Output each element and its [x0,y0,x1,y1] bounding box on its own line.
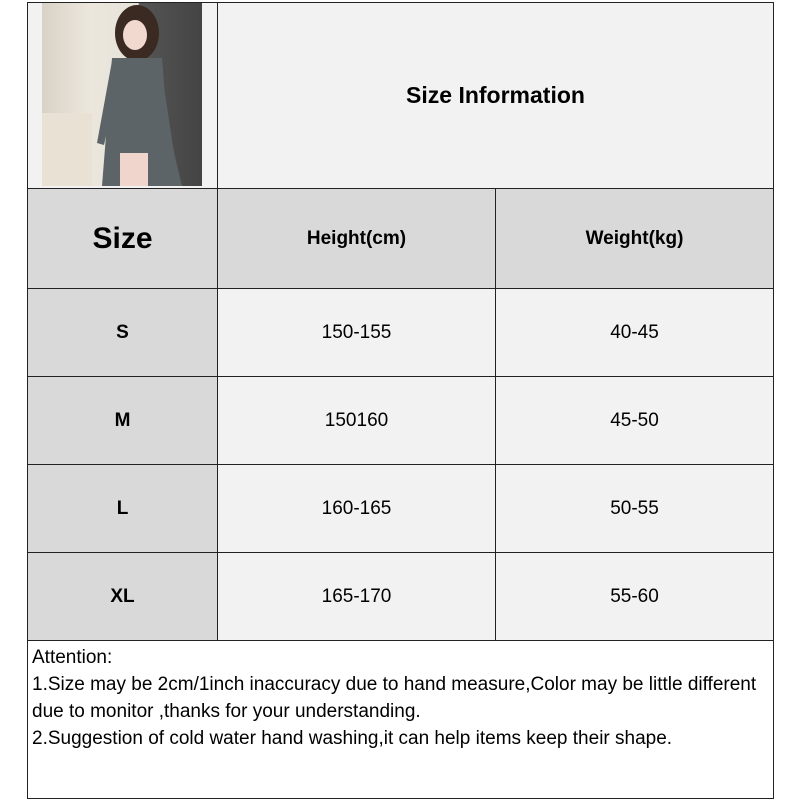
height-value: 150160 [324,409,389,431]
height-value: 165-170 [321,585,392,607]
size-label: M [114,409,131,431]
table-row-height: 165-170 [217,552,496,641]
size-label: S [116,321,129,343]
weight-value: 55-60 [610,585,659,607]
header-size-label: Size [92,221,153,255]
table-row-size: M [27,376,218,465]
size-label: L [116,497,129,519]
weight-value: 45-50 [610,409,659,431]
table-row-weight: 50-55 [495,464,774,553]
note-2: 2.Suggestion of cold water hand washing,… [32,728,673,749]
model-figure-image [42,5,182,186]
note-1: 1.Size may be 2cm/1inch inaccuracy due t… [32,674,757,722]
table-row-size: XL [27,552,218,641]
product-photo [42,3,202,186]
table-row-height: 150160 [217,376,496,465]
notes-heading: Attention: [32,647,113,668]
header-height: Height(cm) [217,188,496,289]
table-row-weight: 45-50 [495,376,774,465]
weight-value: 40-45 [610,321,659,343]
attention-notes: Attention: 1.Size may be 2cm/1inch inacc… [27,640,774,799]
header-size: Size [27,188,218,289]
height-value: 160-165 [321,497,392,519]
page-title: Size Information [406,82,585,108]
table-row-height: 160-165 [217,464,496,553]
weight-value: 50-55 [610,497,659,519]
table-row-size: S [27,288,218,377]
size-label: XL [110,585,135,607]
table-row-weight: 40-45 [495,288,774,377]
table-row-height: 150-155 [217,288,496,377]
height-value: 150-155 [321,321,392,343]
table-row-size: L [27,464,218,553]
title-cell: Size Information [217,2,774,189]
header-weight-label: Weight(kg) [585,227,684,249]
table-row-weight: 55-60 [495,552,774,641]
header-height-label: Height(cm) [306,227,407,249]
header-weight: Weight(kg) [495,188,774,289]
